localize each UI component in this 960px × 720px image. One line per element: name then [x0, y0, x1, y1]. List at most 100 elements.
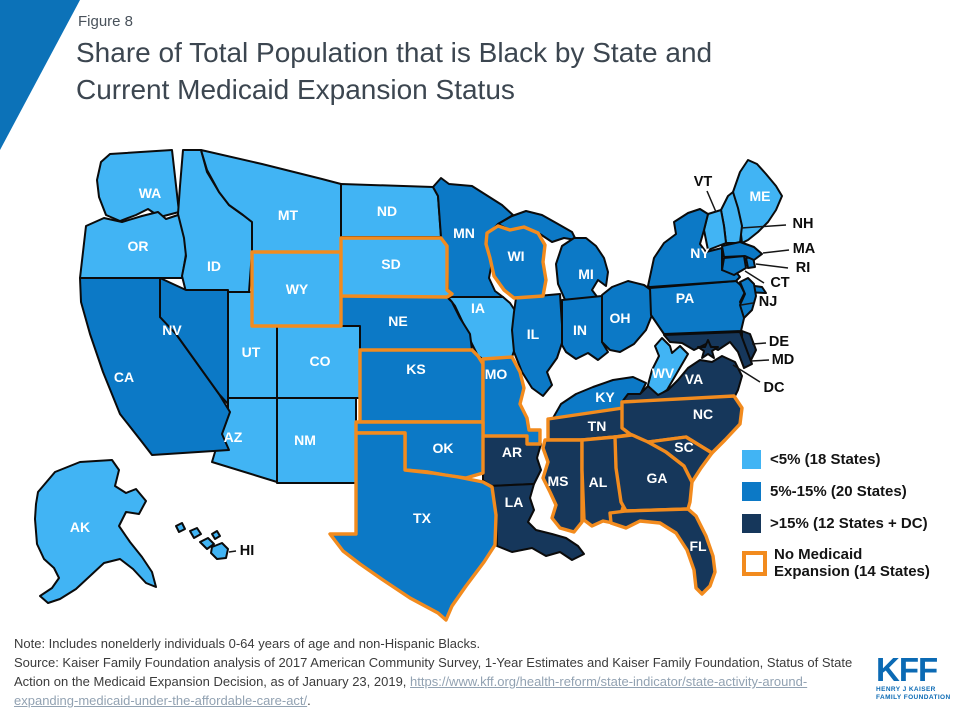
- leader-line-ri: [755, 263, 789, 269]
- legend-label-lt5: <5% (18 States): [770, 451, 881, 468]
- state-label-nm: NM: [294, 432, 316, 448]
- state-label-ia: IA: [471, 300, 485, 316]
- state-nm: [276, 397, 357, 484]
- state-label-ne: NE: [388, 313, 407, 329]
- page-title-line2: Current Medicaid Expansion Status: [76, 74, 515, 105]
- leader-line-nh: [740, 224, 787, 229]
- state-hi: [211, 530, 221, 540]
- state-ct: [721, 255, 747, 276]
- kff-logo-text: KFF: [876, 651, 938, 688]
- state-label-me: ME: [750, 188, 771, 204]
- leader-line-dc: [732, 364, 761, 383]
- state-label-la: LA: [505, 494, 524, 510]
- state-label-ri: RI: [796, 260, 811, 276]
- state-label-tn: TN: [588, 418, 607, 434]
- state-ak: [34, 459, 157, 604]
- state-label-hi: HI: [240, 543, 255, 559]
- leader-line-md: [750, 359, 770, 362]
- state-label-pa: PA: [676, 290, 694, 306]
- kff-tagline-2: FAMILY FOUNDATION: [876, 693, 951, 701]
- state-label-id: ID: [207, 258, 221, 274]
- corner-triangle: [0, 0, 80, 150]
- corner-triangle-shape: [0, 0, 80, 150]
- state-label-ok: OK: [433, 440, 454, 456]
- state-label-dc: DC: [764, 380, 785, 396]
- state-label-wa: WA: [139, 185, 162, 201]
- state-label-ky: KY: [595, 389, 615, 405]
- state-label-nh: NH: [793, 216, 814, 232]
- leader-line-ct: [744, 270, 765, 284]
- state-label-mo: MO: [485, 366, 508, 382]
- state-sc: [646, 435, 714, 484]
- state-label-va: VA: [685, 371, 703, 387]
- state-wi: [484, 224, 548, 300]
- state-hi: [199, 537, 215, 550]
- leader-line-ma: [762, 249, 790, 254]
- state-or: [79, 211, 188, 279]
- state-label-al: AL: [589, 474, 608, 490]
- state-label-tx: TX: [413, 510, 432, 526]
- state-label-sd: SD: [381, 256, 400, 272]
- state-label-ct: CT: [770, 275, 789, 291]
- legend-label-gt15: >15% (12 States + DC): [770, 515, 928, 532]
- legend-label-no-expansion: No Medicaid Expansion (14 States): [774, 546, 930, 580]
- kff-logo: KFF HENRY J KAISER FAMILY FOUNDATION: [876, 651, 951, 701]
- state-tx: [328, 431, 498, 622]
- legend-label-no-expansion-line2: Expansion (14 States): [774, 563, 930, 580]
- state-label-nd: ND: [377, 203, 397, 219]
- state-label-ar: AR: [502, 444, 522, 460]
- state-label-mn: MN: [453, 225, 475, 241]
- state-nv: [159, 277, 229, 405]
- state-label-il: IL: [527, 326, 540, 342]
- state-label-mt: MT: [278, 207, 299, 223]
- state-label-wi: WI: [507, 248, 524, 264]
- state-label-ak: AK: [70, 519, 90, 535]
- state-label-de: DE: [769, 334, 789, 350]
- state-ne: [340, 295, 473, 351]
- state-label-ut: UT: [242, 344, 261, 360]
- state-label-az: AZ: [224, 429, 243, 445]
- state-label-oh: OH: [610, 310, 631, 326]
- legend-label-no-expansion-line1: No Medicaid: [774, 546, 863, 563]
- page-title: Share of Total Population that is Black …: [76, 34, 712, 108]
- state-label-wv: WV: [652, 365, 675, 381]
- state-label-ms: MS: [548, 473, 569, 489]
- source-link[interactable]: https://www.kff.org/health-reform/state-…: [14, 674, 808, 708]
- state-wy: [250, 250, 343, 328]
- legend-swatch-lt5: [742, 450, 761, 469]
- state-label-wy: WY: [286, 281, 309, 297]
- leader-line-hi: [228, 550, 237, 553]
- figure-label: Figure 8: [78, 13, 134, 30]
- state-hi: [175, 522, 186, 533]
- state-label-ny: NY: [690, 245, 710, 261]
- state-pa: [649, 280, 747, 335]
- state-va: [621, 355, 743, 403]
- state-nj: [739, 277, 757, 319]
- dc-star-marker: [697, 339, 719, 359]
- state-oh: [601, 280, 653, 353]
- state-md: [663, 331, 753, 369]
- note-text: Note: Includes nonelderly individuals 0-…: [14, 636, 481, 651]
- state-label-nj: NJ: [759, 294, 778, 310]
- legend-swatch-gt15: [742, 514, 761, 533]
- source-prefix: Source: Kaiser Family Foundation analysi…: [14, 655, 853, 689]
- state-label-mi: MI: [578, 266, 594, 282]
- state-label-md: MD: [772, 352, 795, 368]
- state-label-ma: MA: [793, 241, 816, 257]
- kff-tagline-1: HENRY J KAISER: [876, 686, 936, 693]
- leader-line-de: [751, 342, 767, 345]
- state-la: [489, 483, 585, 561]
- state-fl: [608, 507, 717, 596]
- leader-line-vt: [706, 190, 717, 213]
- state-hi: [189, 527, 202, 539]
- state-hi: [210, 542, 229, 560]
- legend-item-no-expansion: No Medicaid Expansion (14 States): [742, 546, 930, 580]
- state-label-vt: VT: [694, 174, 713, 190]
- legend-swatch-5to15: [742, 482, 761, 501]
- state-label-sc: SC: [674, 439, 693, 455]
- leader-line-nj: [740, 302, 754, 306]
- state-mt: [200, 149, 342, 253]
- legend-item-gt15: >15% (12 States + DC): [742, 514, 930, 533]
